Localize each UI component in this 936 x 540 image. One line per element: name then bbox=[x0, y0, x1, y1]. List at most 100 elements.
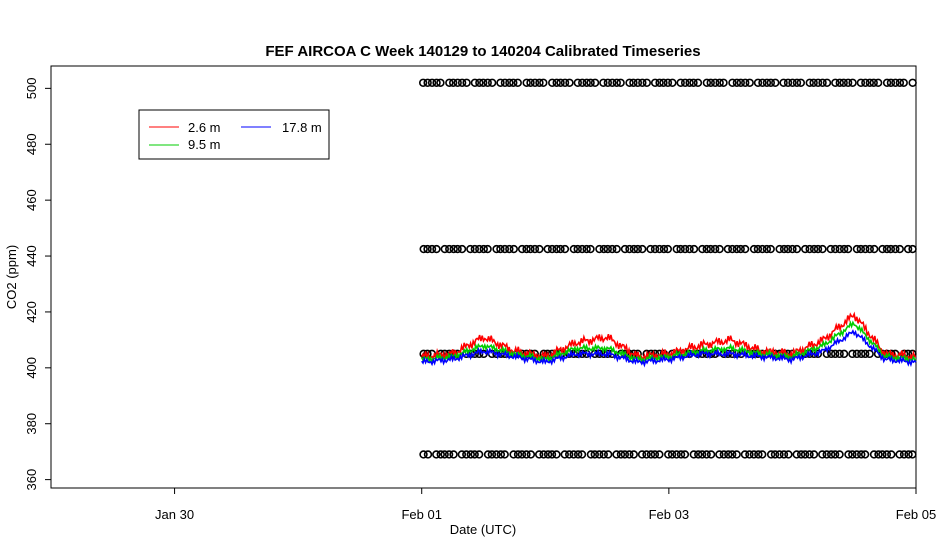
calibration-point bbox=[792, 78, 802, 87]
calibration-point bbox=[419, 450, 428, 459]
calibration-point bbox=[835, 244, 844, 254]
calibration-point bbox=[878, 450, 887, 459]
calibration-point bbox=[522, 450, 531, 459]
y-tick-label: 420 bbox=[24, 301, 39, 323]
calibration-point bbox=[719, 450, 729, 459]
calibration-point bbox=[728, 78, 737, 87]
calibration-point bbox=[496, 78, 505, 87]
calibration-point bbox=[650, 450, 660, 459]
calibration-point bbox=[659, 244, 669, 254]
calibration-point bbox=[697, 450, 707, 459]
calibration-point bbox=[432, 244, 441, 254]
calibration-point bbox=[809, 450, 819, 459]
calibration-point bbox=[423, 244, 432, 254]
calibration-point bbox=[612, 78, 621, 87]
calibration-point bbox=[418, 78, 428, 87]
calibration-point bbox=[685, 78, 694, 87]
calibration-point bbox=[582, 244, 591, 254]
calibration-point bbox=[492, 244, 501, 254]
calibration-point bbox=[560, 244, 570, 254]
calibration-point bbox=[770, 450, 780, 459]
calibration-point bbox=[762, 78, 772, 87]
calibration-point bbox=[899, 450, 909, 459]
calibration-point bbox=[865, 244, 874, 254]
calibration-point bbox=[852, 450, 861, 459]
calibration-point bbox=[891, 244, 900, 254]
chart-title: FEF AIRCOA C Week 140129 to 140204 Calib… bbox=[265, 43, 700, 60]
calibration-point bbox=[676, 244, 685, 254]
calibration-point bbox=[835, 78, 844, 87]
calibration-point bbox=[848, 450, 857, 459]
calibration-point bbox=[827, 349, 836, 359]
calibration-point bbox=[637, 450, 647, 459]
calibration-point bbox=[783, 244, 793, 254]
calibration-point bbox=[719, 78, 728, 87]
legend-box bbox=[138, 109, 330, 160]
calibration-point bbox=[509, 450, 518, 459]
legend-label-2-6m: 2.6 m bbox=[188, 120, 221, 135]
calibration-point bbox=[548, 78, 557, 87]
calibration-point bbox=[732, 450, 741, 459]
calibration-point bbox=[736, 78, 745, 87]
calibration-point bbox=[616, 450, 626, 459]
calibration-point bbox=[436, 450, 445, 459]
calibration-point bbox=[848, 78, 857, 87]
calibration-point bbox=[740, 244, 750, 254]
y-tick-label: 380 bbox=[24, 413, 39, 435]
calibration-point bbox=[710, 244, 720, 254]
calibration-point bbox=[715, 244, 724, 254]
calibration-point bbox=[496, 244, 505, 254]
calibration-point bbox=[800, 450, 810, 459]
calibration-point bbox=[818, 78, 827, 87]
calibration-point bbox=[857, 450, 866, 459]
calibration-point bbox=[835, 349, 844, 359]
calibration-point bbox=[500, 78, 510, 87]
calibration-point bbox=[513, 450, 523, 459]
calibration-point bbox=[895, 78, 905, 87]
calibration-point bbox=[440, 450, 449, 459]
calibration-point bbox=[895, 244, 904, 254]
calibration-point bbox=[869, 78, 878, 87]
calibration-point bbox=[479, 349, 488, 359]
calibration-point bbox=[680, 450, 690, 459]
calibration-point bbox=[552, 450, 561, 459]
calibration-point bbox=[672, 244, 681, 254]
calibration-point bbox=[844, 450, 853, 459]
calibration-point bbox=[775, 450, 784, 459]
calibration-point bbox=[530, 244, 540, 254]
calibration-point bbox=[492, 450, 501, 459]
calibration-point bbox=[860, 450, 870, 459]
calibration-point bbox=[818, 244, 827, 254]
calibration-point bbox=[706, 244, 715, 254]
calibration-point bbox=[655, 244, 664, 254]
calibration-point bbox=[685, 244, 694, 254]
calibration-point bbox=[831, 244, 840, 254]
calibration-point bbox=[616, 78, 625, 87]
calibration-point bbox=[732, 78, 742, 87]
calibration-point bbox=[693, 78, 703, 87]
calibration-point bbox=[908, 450, 917, 459]
calibration-point bbox=[882, 78, 892, 87]
calibration-point bbox=[788, 244, 797, 254]
calibration-point bbox=[552, 244, 561, 254]
calibration-point bbox=[882, 450, 892, 459]
calibration-point bbox=[848, 349, 857, 359]
calibration-point bbox=[625, 78, 634, 87]
calibration-point bbox=[620, 244, 630, 254]
calibration-point bbox=[547, 244, 557, 254]
calibration-point bbox=[457, 244, 467, 254]
y-axis: 360 380 400 420 440 460 480 500 bbox=[24, 78, 52, 490]
calibration-point bbox=[676, 78, 685, 87]
calibration-point bbox=[638, 78, 647, 87]
calibration-point bbox=[522, 78, 531, 87]
calibration-point bbox=[839, 244, 849, 254]
calibration-point bbox=[655, 78, 664, 87]
calibration-point bbox=[732, 244, 742, 254]
calibration-point bbox=[642, 450, 651, 459]
calibration-point bbox=[689, 78, 698, 87]
calibration-point bbox=[539, 450, 548, 459]
calibration-point bbox=[517, 244, 527, 254]
calibration-point bbox=[578, 78, 587, 87]
calibration-point bbox=[664, 450, 673, 459]
calibration-point bbox=[826, 244, 835, 254]
